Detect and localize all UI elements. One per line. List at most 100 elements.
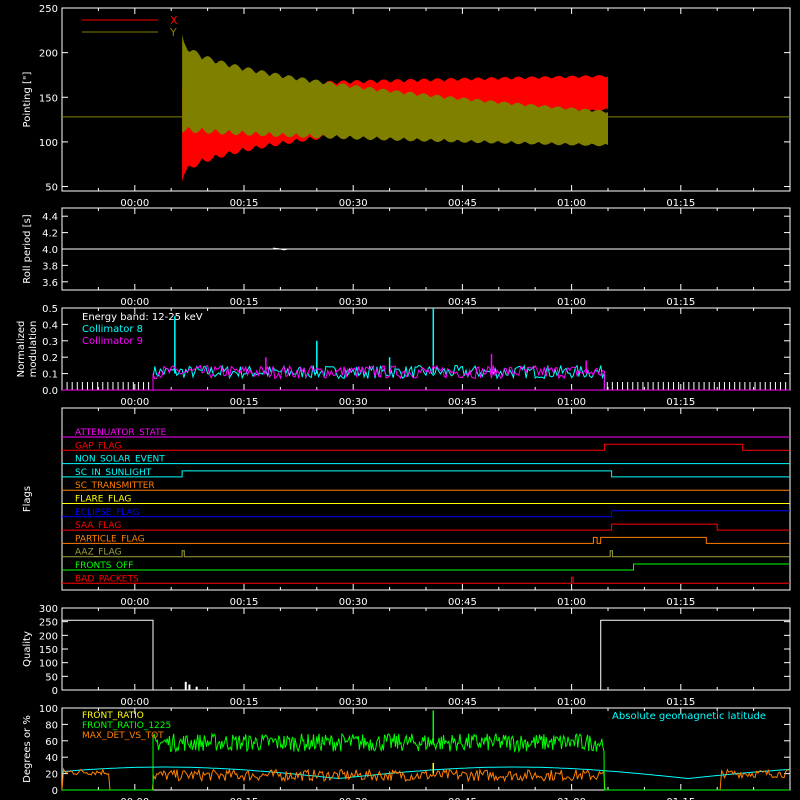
quality-ytick-label: 50 [45,672,58,683]
flag-line-aaz-flag [62,550,790,558]
flag-line-saa-flag [62,523,790,531]
quality-ylabel: Quality [22,631,33,667]
roll-xtick-label: 01:15 [666,297,695,308]
quality-ytick-label: 100 [39,659,58,670]
quality-xtick-label: 00:30 [339,697,368,708]
roll-ytick-label: 4.2 [42,229,58,240]
quality-line [62,619,790,691]
pointing-legend-label: Y [169,26,177,39]
modulation-ytick-label: 0.0 [42,386,58,397]
ratios-ytick-label: 0 [52,786,58,797]
ratios-ylabel: Degrees or % [22,715,33,783]
ratios-ytick-label: 100 [39,704,58,715]
modulation-ytick-label: 0.3 [42,337,58,348]
pointing-xtick-label: 01:00 [557,198,586,209]
quality-xtick-label: 00:00 [120,697,149,708]
modulation-ytick-label: 0.1 [42,370,58,381]
flags-ylabel: Flags [22,486,33,512]
modulation-xtick-label: 01:15 [666,397,695,408]
ratios-xtick-label: 01:15 [666,797,695,800]
ratios-xtick-label: 00:15 [230,797,259,800]
flag-line-particle-flag [62,536,790,544]
roll-xtick-label: 00:00 [120,297,149,308]
modulation-series-Collimator-9 [152,364,605,391]
flag-label-sc-in-sunlight: SC_IN_SUNLIGHT [75,468,152,478]
quality-ytick-label: 0 [52,686,58,697]
ratios-series-front-ratio-1225 [62,732,790,791]
flag-label-sc-transmitter: SC_TRANSMITTER [75,481,155,491]
roll-ytick-label: 4.4 [42,212,58,223]
flags-xtick-label: 01:00 [557,597,586,608]
flag-label-aaz-flag: AAZ_FLAG [75,548,122,558]
flag-label-attenuator-state: ATTENUATOR_STATE [75,428,167,438]
pointing-series-Y [182,34,608,147]
pointing-ytick-label: 200 [39,49,58,60]
ratios-ytick-label: 40 [45,753,58,764]
quality-ytick-label: 200 [39,631,58,642]
roll-blip [273,247,288,251]
modulation-legend-label: Collimator 8 [82,324,143,335]
flag-line-eclipse-flag [62,510,790,518]
flag-label-saa-flag: SAA_FLAG [75,521,121,531]
flag-label-flare-flag: FLARE_FLAG [75,495,131,505]
modulation-xtick-label: 00:45 [448,397,477,408]
roll-xtick-label: 01:00 [557,297,586,308]
modulation-legend-label: Collimator 9 [82,336,143,347]
pointing-ytick-label: 100 [39,138,58,149]
flag-label-particle-flag: PARTICLE_FLAG [75,534,145,544]
modulation-ylabel: Normalized [16,321,27,378]
roll-ytick-label: 3.6 [42,278,58,289]
ratios-ytick-label: 80 [45,720,58,731]
quality-xtick-label: 01:15 [666,697,695,708]
flag-line-bad-packets [62,576,790,584]
modulation-xtick-label: 00:15 [230,397,259,408]
quality-xtick-label: 00:15 [230,697,259,708]
roll-xtick-label: 00:45 [448,297,477,308]
pointing-xtick-label: 01:15 [666,198,695,209]
pointing-ytick-label: 150 [39,93,58,104]
roll-xtick-label: 00:30 [339,297,368,308]
quality-ytick-label: 150 [39,645,58,656]
ratios-legend-label: FRONT_RATIO [82,711,144,721]
quality-ytick-label: 250 [39,618,58,629]
flags-xtick-label: 00:30 [339,597,368,608]
ratios-legend-label: FRONT_RATIO_1225 [82,721,171,731]
ratios-ytick-label: 20 [45,770,58,781]
ratios-xtick-label: 00:00 [120,797,149,800]
modulation-xtick-label: 01:00 [557,397,586,408]
flag-label-non-solar-event: NON_SOLAR_EVENT [75,455,165,465]
ratios-xtick-label: 00:30 [339,797,368,800]
pointing-legend-label: X [170,14,178,27]
flags-xtick-label: 00:45 [448,597,477,608]
flag-line-fronts-off [62,563,790,571]
roll-xtick-label: 00:15 [230,297,259,308]
flags-xtick-label: 01:15 [666,597,695,608]
roll-ytick-label: 3.8 [42,261,58,272]
flag-label-eclipse-flag: ECLIPSE_FLAG [75,508,139,518]
flags-xtick-label: 00:00 [120,597,149,608]
quality-xtick-label: 01:00 [557,697,586,708]
ratios-xtick-label: 01:00 [557,797,586,800]
quality-ytick-label: 300 [39,604,58,615]
flag-line-sc-in-sunlight [62,470,790,478]
modulation-ytick-label: 0.2 [42,353,58,364]
ratios-ytick-label: 60 [45,737,58,748]
ratios-legend-label: MAX_DET_VS_TOT [82,731,164,741]
ratios-xtick-label: 00:45 [448,797,477,800]
pointing-xtick-label: 00:15 [230,198,259,209]
flag-line-gap-flag [62,443,790,451]
flag-label-fronts-off: FRONTS_OFF [75,561,133,571]
modulation-ylabel: modulation [28,321,39,378]
pointing-xtick-label: 00:45 [448,198,477,209]
flags-xtick-label: 00:15 [230,597,259,608]
modulation-ytick-label: 0.5 [42,304,58,315]
modulation-xtick-label: 00:00 [120,397,149,408]
modulation-legend-title: Energy band: 12-25 keV [82,312,203,323]
pointing-ytick-label: 50 [45,183,58,194]
pointing-xtick-label: 00:00 [120,198,149,209]
modulation-xtick-label: 00:30 [339,397,368,408]
ratios-annotation: Absolute geomagnetic latitude [612,711,766,722]
flag-label-gap-flag: GAP_FLAG [75,441,121,451]
roll-ylabel: Roll period [s] [22,214,33,283]
